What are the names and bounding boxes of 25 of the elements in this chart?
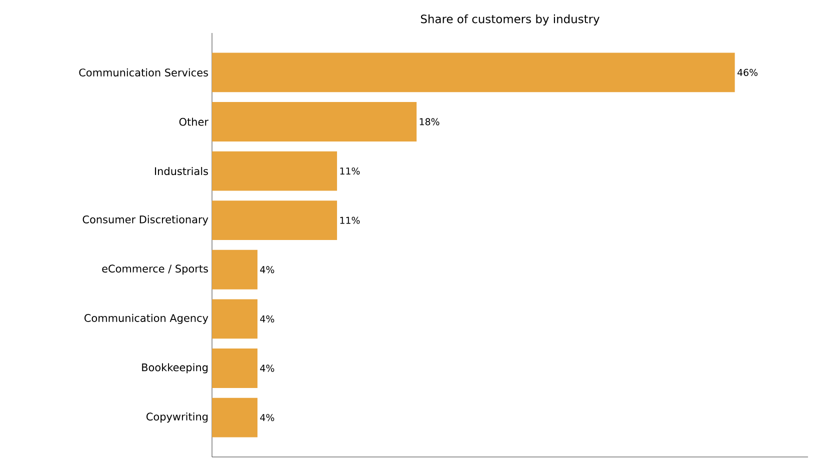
- y-tick-label: Industrials: [155, 167, 208, 176]
- data-label: 4%: [260, 414, 274, 422]
- data-label: 4%: [260, 266, 274, 274]
- bar: [212, 52, 735, 92]
- data-label: 4%: [260, 364, 274, 372]
- bar: [212, 200, 338, 240]
- bar: [212, 151, 338, 191]
- y-tick-label: Other: [179, 118, 208, 126]
- data-label: 46%: [737, 68, 758, 76]
- data-label: 11%: [340, 216, 360, 224]
- bar: [212, 102, 417, 142]
- bar: [212, 398, 258, 438]
- data-label: 11%: [340, 167, 360, 175]
- chart-title: Share of customers by industry: [420, 14, 600, 26]
- y-tick-label: Copywriting: [146, 412, 208, 423]
- y-tick-label: eCommerce / Sports: [102, 264, 208, 275]
- bar: [212, 348, 258, 388]
- y-tick-label: Bookkeeping: [142, 363, 208, 374]
- bar: [212, 299, 258, 339]
- y-tick-label: Consumer Discretionary: [82, 215, 208, 226]
- data-label: 18%: [420, 118, 440, 126]
- y-tick-label: Communication Agency: [84, 314, 208, 324]
- bar: [212, 250, 258, 290]
- data-label: 4%: [260, 315, 274, 323]
- y-tick-label: Communication Services: [79, 68, 208, 76]
